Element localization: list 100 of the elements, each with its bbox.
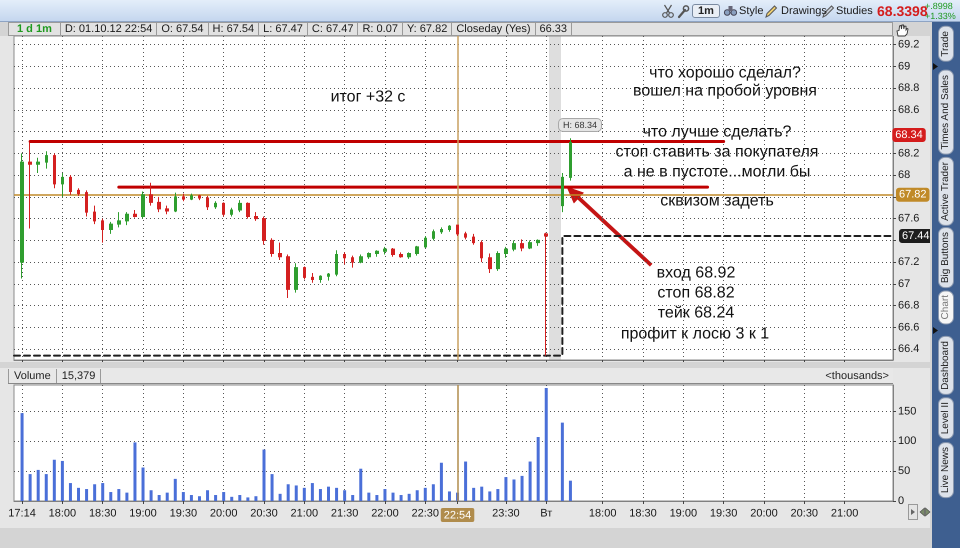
candlestick: [424, 236, 427, 249]
candlestick: [488, 252, 492, 274]
candlestick: [28, 142, 32, 229]
data-label: 67.44: [902, 230, 930, 242]
bar: [85, 489, 88, 501]
candlestick: [206, 195, 209, 210]
candlestick: [432, 229, 435, 241]
text: 1 d 1m: [9, 23, 61, 36]
annotation: H: 68.34: [562, 120, 598, 130]
bar: [359, 468, 362, 501]
candlestick: [270, 238, 274, 258]
x-tick-label: 22:30: [412, 508, 440, 520]
x-tick-label: 21:00: [290, 508, 318, 520]
text: Trade: [938, 26, 954, 62]
bar: [496, 489, 500, 501]
x-tick-label: Вт: [540, 508, 552, 520]
candlestick: [399, 252, 403, 258]
annotation: сквизом задеть: [660, 192, 774, 210]
bar: [142, 468, 145, 501]
bar: [560, 422, 564, 501]
candlestick: [198, 194, 201, 201]
bar: [318, 489, 322, 501]
candlestick: [93, 205, 96, 225]
text: H: 67.54: [208, 23, 260, 36]
candlestick: [262, 216, 266, 246]
y-tick-label: 66.8: [898, 300, 920, 312]
text: Chart: [938, 290, 954, 324]
ref-line-label: 67.82: [899, 188, 927, 201]
annotation: что хорошо сделал?: [649, 64, 801, 82]
annotation: стоп ставить за покупателя: [616, 144, 818, 160]
candlestick: [303, 266, 306, 280]
candlestick: [149, 182, 153, 206]
annotation: вошел на пробой уровня: [633, 82, 817, 100]
candlestick: [311, 272, 314, 284]
candlestick: [464, 231, 467, 240]
y-tick-label: 68: [898, 169, 910, 182]
x-tick-label: 20:30: [250, 508, 278, 520]
candlestick: [246, 202, 250, 220]
candlestick: [165, 205, 169, 215]
bar: [424, 488, 427, 501]
x-tick-label: 18:00: [48, 508, 76, 520]
y-tick-label: 67.2: [898, 256, 920, 268]
x-tick-label: 19:30: [170, 508, 198, 520]
x-tick-label: 21:00: [830, 508, 858, 520]
annotation: вход 68.92: [656, 264, 736, 282]
text: 66.33: [536, 23, 572, 36]
candlestick: [133, 209, 137, 218]
x-tick-label: 20:00: [210, 508, 238, 520]
text: Times And Sales: [938, 70, 954, 155]
candlestick: [85, 190, 88, 217]
bar: [351, 495, 354, 501]
candlestick: [101, 218, 104, 244]
bar: [222, 492, 226, 501]
x-tick-label: 18:00: [588, 508, 616, 520]
candlestick: [61, 172, 64, 198]
y-tick-label: 69.2: [898, 38, 920, 51]
x-tick-label: 19:30: [710, 508, 738, 520]
bar: [206, 490, 210, 501]
bar: [294, 485, 298, 501]
x-tick-label: 19:00: [670, 508, 698, 520]
bar: [109, 492, 112, 501]
candlestick: [480, 240, 483, 263]
candlestick: [278, 242, 282, 260]
y-tick-label: 68.2: [898, 147, 920, 160]
text: Active Trader: [938, 157, 954, 226]
x-tick-label: 22:00: [371, 508, 399, 520]
bar: [472, 488, 476, 501]
x-tick-label: 18:30: [629, 508, 657, 520]
bar: [278, 494, 282, 501]
candlestick: [53, 152, 56, 189]
text: Big Buttons: [938, 227, 954, 288]
text: Drawings: [781, 5, 827, 17]
candlestick: [117, 212, 121, 228]
bar: [28, 474, 32, 501]
text: Dashboard: [938, 336, 954, 395]
bar: [262, 450, 266, 501]
candlestick: [125, 212, 129, 226]
x-tick-label: 22:54: [444, 510, 472, 522]
bar: [214, 495, 218, 501]
bar: [182, 492, 185, 501]
candlestick: [456, 224, 459, 237]
text: C: 67.47: [308, 23, 358, 36]
annotation: профит к лосю 3 к 1: [620, 326, 770, 342]
annotation: а не в пустоте...могли бы: [624, 164, 810, 180]
candlestick: [359, 254, 363, 264]
bar: [190, 495, 193, 501]
text: Studies: [836, 5, 873, 17]
bar: [20, 413, 24, 501]
candlestick: [343, 252, 346, 265]
candlestick: [36, 157, 40, 174]
bar: [383, 489, 386, 501]
y-tick-label: 68.6: [898, 104, 920, 116]
y-tick-label: 66.4: [898, 343, 920, 356]
bar: [408, 494, 411, 501]
text: D: 01.10.12 22:54: [60, 23, 158, 36]
y-tick-label: 0: [898, 495, 904, 507]
candlestick: [407, 252, 411, 260]
text: O: 67.54: [157, 23, 209, 36]
bar: [93, 484, 96, 501]
bar: [416, 490, 419, 501]
